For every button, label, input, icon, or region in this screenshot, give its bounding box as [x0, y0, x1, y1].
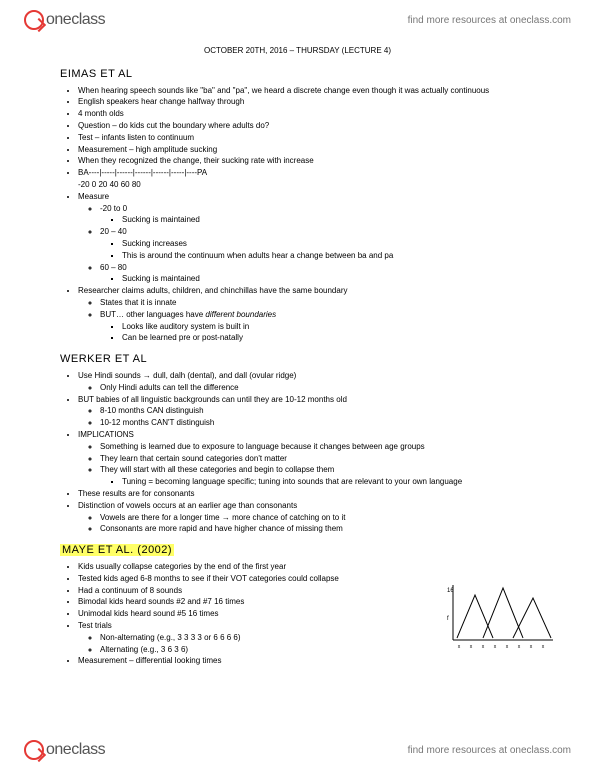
list-item: 60 – 80 Sucking is maintained: [100, 263, 535, 286]
text-italic: different boundaries: [205, 310, 276, 319]
list-item: -20 0 20 40 60 80: [78, 180, 535, 191]
list-item: States that it is innate: [100, 298, 535, 309]
eimas-list: When hearing speech sounds like "ba" and…: [60, 86, 535, 345]
list-item: English speakers hear change halfway thr…: [78, 97, 535, 108]
text: BUT… other languages have: [100, 310, 205, 319]
footer: oneclass find more resources at oneclass…: [0, 730, 595, 770]
list-item: Measurement – differential looking times: [78, 656, 535, 667]
list-item: They learn that certain sound categories…: [100, 454, 535, 465]
list-item: When hearing speech sounds like "ba" and…: [78, 86, 535, 97]
list-item: 10-12 months CAN'T distinguish: [100, 418, 535, 429]
list-item: BUT… other languages have different boun…: [100, 310, 535, 344]
svg-text:x: x: [482, 644, 485, 650]
y-max-label: 16: [447, 588, 454, 594]
svg-text:x: x: [530, 644, 533, 650]
list-item: Vowels are there for a longer time → mor…: [100, 513, 535, 524]
list-item: Measurement – high amplitude sucking: [78, 145, 535, 156]
highlight: MAYE ET AL. (2002): [60, 544, 174, 556]
curve-1: [457, 595, 493, 638]
logo-icon: [24, 740, 44, 760]
text: Distinction of vowels occurs at an earli…: [78, 501, 297, 510]
list-item: Looks like auditory system is built in: [122, 322, 535, 333]
text: 60 – 80: [100, 263, 127, 272]
section-werker-title: WERKER ET AL: [60, 352, 535, 367]
list-item: These results are for consonants: [78, 489, 535, 500]
list-item: Something is learned due to exposure to …: [100, 442, 535, 453]
list-item: Consonants are more rapid and have highe…: [100, 524, 535, 535]
list-item: When they recognized the change, their s…: [78, 156, 535, 167]
y-axis-label: f: [447, 616, 449, 622]
text: Measure: [78, 192, 109, 201]
text: IMPLICATIONS: [78, 430, 134, 439]
logo-text: oneclass: [46, 741, 105, 759]
list-item: This is around the continuum when adults…: [122, 251, 535, 262]
text: They will start with all these categorie…: [100, 465, 334, 474]
list-item: 8-10 months CAN distinguish: [100, 406, 535, 417]
logo: oneclass: [24, 10, 105, 30]
list-item: Tuning = becoming language specific; tun…: [122, 477, 535, 488]
logo-one: one: [46, 11, 71, 28]
svg-text:x: x: [506, 644, 509, 650]
svg-text:x: x: [458, 644, 461, 650]
list-item: Sucking is maintained: [122, 215, 535, 226]
list-item: They will start with all these categorie…: [100, 465, 535, 488]
text: -20 to 0: [100, 204, 127, 213]
footer-tagline: find more resources at oneclass.com: [408, 745, 571, 756]
text: Researcher claims adults, children, and …: [78, 286, 347, 295]
footer-logo: oneclass: [24, 740, 105, 760]
logo-one: one: [46, 741, 71, 758]
svg-text:x: x: [518, 644, 521, 650]
svg-text:x: x: [542, 644, 545, 650]
list-item: BA----|-----|------|------|------|-----|…: [78, 168, 535, 179]
list-item: Measure -20 to 0 Sucking is maintained 2…: [78, 192, 535, 285]
svg-text:x: x: [470, 644, 473, 650]
text: BUT babies of all linguistic backgrounds…: [78, 395, 347, 404]
list-item: BUT babies of all linguistic backgrounds…: [78, 395, 535, 429]
list-item: -20 to 0 Sucking is maintained: [100, 204, 535, 227]
lecture-date: OCTOBER 20TH, 2016 – THURSDAY (LECTURE 4…: [60, 46, 535, 57]
distribution-chart: 16 f x x x x x x x x: [445, 580, 555, 650]
list-item: Sucking is maintained: [122, 274, 535, 285]
logo-class: class: [71, 11, 105, 28]
list-item: Use Hindi sounds → dull, dalh (dental), …: [78, 371, 535, 394]
list-item: Can be learned pre or post-natally: [122, 333, 535, 344]
list-item: 4 month olds: [78, 109, 535, 120]
section-maye-title: MAYE ET AL. (2002): [60, 543, 535, 558]
curve-3: [513, 598, 551, 638]
header-tagline: find more resources at oneclass.com: [408, 15, 571, 26]
list-item: Kids usually collapse categories by the …: [78, 562, 535, 573]
list-item: 20 – 40 Sucking increases This is around…: [100, 227, 535, 261]
list-item: Only Hindi adults can tell the differenc…: [100, 383, 535, 394]
list-item: Researcher claims adults, children, and …: [78, 286, 535, 344]
text: Use Hindi sounds → dull, dalh (dental), …: [78, 371, 296, 380]
logo-text: oneclass: [46, 11, 105, 29]
section-eimas-title: EIMAS ET AL: [60, 67, 535, 82]
text: Test trials: [78, 621, 112, 630]
list-item: Test – infants listen to continuum: [78, 133, 535, 144]
x-ticks: xxxxxxxx: [458, 644, 545, 650]
werker-list: Use Hindi sounds → dull, dalh (dental), …: [60, 371, 535, 535]
list-item: IMPLICATIONS Something is learned due to…: [78, 430, 535, 488]
list-item: Sucking increases: [122, 239, 535, 250]
list-item: Question – do kids cut the boundary wher…: [78, 121, 535, 132]
logo-class: class: [71, 741, 105, 758]
logo-icon: [24, 10, 44, 30]
list-item: Distinction of vowels occurs at an earli…: [78, 501, 535, 535]
header: oneclass find more resources at oneclass…: [0, 0, 595, 40]
svg-text:x: x: [494, 644, 497, 650]
text: 20 – 40: [100, 227, 127, 236]
